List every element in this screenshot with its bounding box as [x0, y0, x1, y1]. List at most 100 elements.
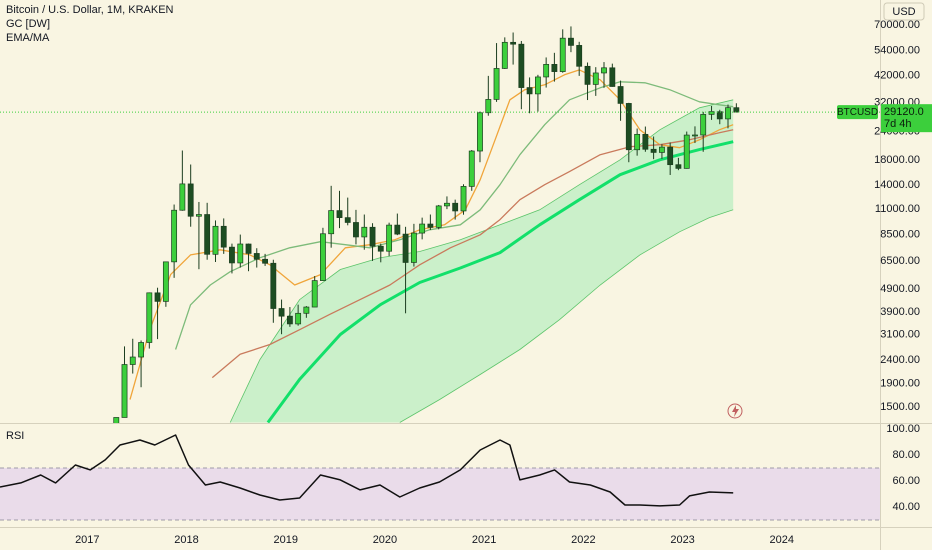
candle-body — [584, 65, 591, 85]
candle-body — [270, 262, 277, 309]
band-edge — [399, 209, 734, 423]
candle-body — [452, 202, 459, 212]
candle-body — [543, 64, 550, 78]
candle-body — [146, 292, 153, 343]
candle-body — [576, 45, 583, 67]
x-tick-label: 2022 — [571, 534, 595, 546]
y-tick-label: 100.00 — [886, 423, 920, 435]
candle-body — [196, 214, 202, 217]
candle-body — [394, 224, 401, 235]
symbol-tag: BTCUSD — [837, 107, 878, 118]
candle-body — [245, 243, 252, 254]
candle-body — [386, 224, 393, 252]
x-tick-label: 2024 — [770, 534, 794, 546]
y-tick-label: 3100.00 — [880, 329, 920, 341]
candle-body — [187, 183, 194, 217]
candle-body — [138, 342, 144, 358]
candle-body — [468, 150, 475, 187]
currency-label[interactable]: USD — [892, 6, 915, 18]
candle-body — [220, 225, 227, 248]
candle-body — [601, 67, 607, 74]
candle-body — [320, 233, 326, 281]
x-tick-label: 2021 — [472, 534, 496, 546]
candle-body — [113, 417, 120, 423]
price-pane — [0, 26, 880, 423]
candle-body — [510, 41, 517, 45]
rsi-pane — [0, 434, 880, 521]
candle-body — [328, 210, 335, 235]
candle-body — [311, 280, 318, 308]
candle-body — [716, 111, 723, 120]
currency-button[interactable] — [883, 2, 925, 21]
last-price-label: 29120.0 — [884, 106, 924, 118]
candle-body — [642, 133, 649, 150]
candle-body — [700, 114, 707, 136]
candle-body — [444, 202, 450, 207]
candle-body — [410, 232, 417, 263]
candle-body — [154, 292, 161, 302]
candle-body — [361, 226, 368, 238]
candle-body — [708, 111, 715, 115]
candle-body — [559, 37, 566, 72]
candle-body — [568, 37, 574, 46]
rsi-band — [0, 467, 880, 520]
candle-body — [262, 258, 269, 264]
candle-body — [477, 112, 483, 152]
candle-body — [204, 214, 211, 255]
y-tick-label: 14000.00 — [874, 179, 920, 191]
candle-body — [551, 64, 558, 72]
y-tick-label: 2400.00 — [880, 354, 920, 366]
candle-body — [212, 225, 219, 255]
candle-body — [485, 99, 492, 114]
candle-body — [650, 148, 657, 153]
x-tick-label: 2023 — [670, 534, 694, 546]
y-tick-label: 80.00 — [892, 449, 920, 461]
y-tick-label: 54000.00 — [874, 45, 920, 57]
indicator-label: GC [DW] — [6, 18, 50, 30]
y-tick-label: 18000.00 — [874, 154, 920, 166]
candle-body — [609, 67, 616, 87]
candle-body — [592, 72, 599, 85]
candle-body — [427, 223, 434, 228]
candle-body — [535, 76, 541, 95]
candle-body — [402, 233, 409, 263]
candle-body — [625, 103, 632, 151]
indicator-line — [129, 69, 734, 400]
candle-body — [303, 306, 310, 314]
candle-body — [353, 222, 359, 238]
candle-body — [286, 315, 293, 325]
candle-body — [344, 217, 351, 223]
candle-body — [667, 146, 674, 166]
rsi-title: RSI — [6, 430, 24, 442]
y-tick-label: 4900.00 — [880, 283, 920, 295]
candle-body — [493, 68, 500, 100]
candle-body — [129, 356, 136, 365]
last-price-box — [881, 104, 932, 133]
candle-body — [725, 107, 731, 120]
candle-body — [683, 134, 690, 169]
rsi-line — [0, 434, 734, 507]
candle-body — [377, 245, 384, 252]
candle-body — [634, 133, 641, 151]
indicator-label: EMA/MA — [6, 32, 50, 44]
candle-body — [435, 205, 442, 228]
candle-body — [237, 243, 244, 264]
y-tick-label: 3900.00 — [880, 306, 920, 318]
candle-body — [733, 107, 740, 113]
candle-body — [253, 253, 260, 260]
candle-body — [526, 87, 533, 95]
event-icon-bolt — [732, 405, 739, 417]
candle-body — [518, 43, 525, 88]
x-tick-label: 2018 — [174, 534, 198, 546]
candle-body — [460, 186, 467, 212]
candle-body — [369, 226, 376, 247]
y-tick-label: 40.00 — [892, 501, 920, 513]
indicator-line — [266, 140, 734, 423]
candle-body — [336, 210, 343, 218]
indicator-line — [211, 129, 734, 379]
symbol-tag-box — [837, 105, 878, 120]
x-tick-label: 2019 — [273, 534, 297, 546]
candle-body — [229, 246, 235, 264]
